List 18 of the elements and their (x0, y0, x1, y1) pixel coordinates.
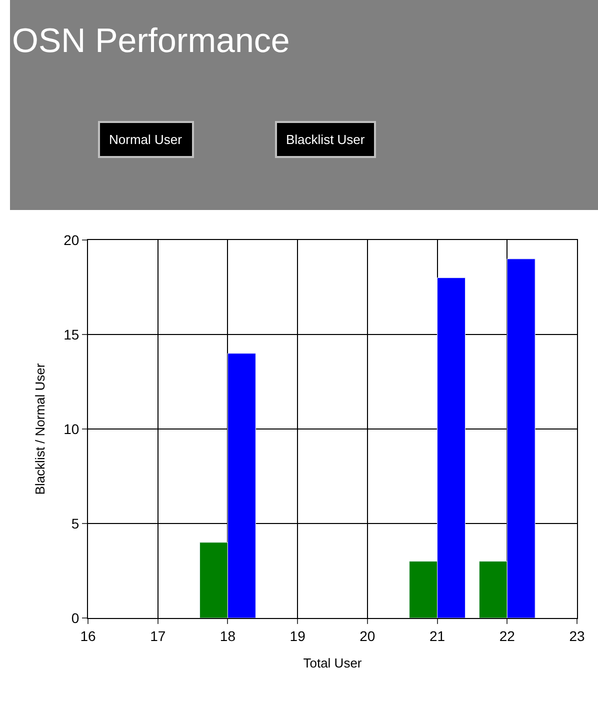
x-tick-label: 16 (80, 628, 96, 644)
x-tick-label: 18 (220, 628, 236, 644)
x-tick-label: 23 (569, 628, 585, 644)
x-tick-label: 21 (430, 628, 446, 644)
y-tick-label: 5 (71, 515, 80, 532)
y-tick-label: 0 (71, 610, 80, 626)
y-tick-label: 10 (64, 420, 80, 437)
x-tick-label: 17 (150, 628, 166, 644)
x-axis-title: Total User (303, 655, 362, 670)
chart-title: OSN Performance (12, 22, 290, 60)
text: Normal User (109, 132, 183, 147)
text: Blacklist User (286, 132, 366, 147)
x-tick-label: 22 (499, 628, 516, 644)
y-tick-label: 15 (64, 326, 80, 342)
y-tick-label: 20 (64, 232, 80, 248)
x-tick-label: 20 (360, 628, 376, 644)
x-tick-label: 19 (290, 628, 306, 644)
y-axis-title: Blacklist / Normal User (32, 362, 48, 495)
